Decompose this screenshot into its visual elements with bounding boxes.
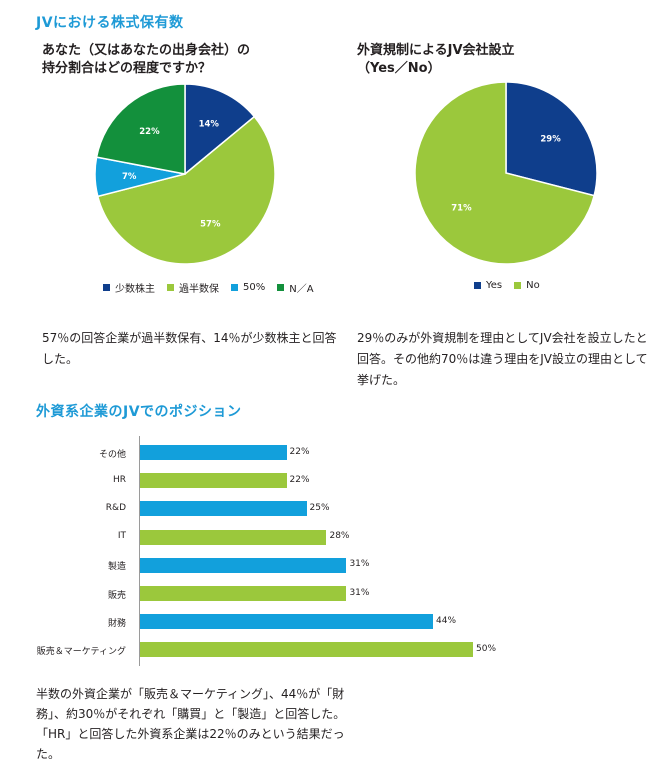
bar-0: [140, 445, 287, 460]
bar-value-label-6: 44%: [436, 615, 457, 626]
legend-item-0: 少数株主: [103, 280, 155, 295]
bar-4: [140, 557, 347, 573]
pie-slice-label-0: 29%: [540, 134, 561, 144]
bar-category-label-7: 販売＆マーケティング: [36, 646, 126, 657]
chart2-question-line1: 外資規制によるJV会社設立: [357, 43, 515, 58]
bar-category-label-5: 販売: [107, 590, 126, 601]
legend-label-1: 過半数保: [179, 284, 219, 295]
pie-slice-1: [96, 115, 276, 265]
legend-item-2: 50%: [231, 282, 265, 293]
legend-swatch-1: [514, 282, 522, 289]
legend-item-0: Yes: [474, 280, 502, 291]
pie-slice-label-3: 22%: [139, 127, 160, 137]
bar-value-label-5: 31%: [349, 587, 370, 598]
chart1-legend: 少数株主 過半数保 50% N／A: [103, 280, 326, 295]
bar-value-label-7: 50%: [476, 643, 497, 654]
pie-chart-foreign-regulation: 29% 71%: [414, 81, 598, 265]
legend-label-2: 50%: [243, 282, 266, 293]
bar-2: [140, 501, 307, 517]
legend-item-1: No: [514, 280, 540, 291]
legend-swatch-0: [103, 284, 110, 291]
bar-value-label-4: 31%: [349, 559, 370, 570]
chart3-description: 半数の外資企業が「販売＆マーケティング」、44％が「財務」、約30％がそれぞれ「…: [36, 687, 346, 761]
bar-category-label-6: 財務: [107, 618, 126, 629]
legend-swatch-1: [167, 284, 174, 291]
bar-category-label-3: IT: [117, 531, 126, 542]
bar-category-label-2: R&D: [105, 502, 126, 513]
chart2-description: 29％のみが外資規制を理由としてJV会社を設立したと回答。その他約70％は違う理…: [357, 331, 648, 387]
chart2-legend: Yes No: [474, 280, 552, 291]
pie-slice-0: [505, 81, 598, 197]
bar-5: [140, 586, 347, 601]
section-title-shareholding: JVにおける株式保有数: [36, 15, 184, 31]
legend-item-3: N／A: [277, 280, 314, 295]
bar-value-label-1: 22%: [289, 474, 310, 485]
bar-value-label-2: 25%: [309, 502, 330, 513]
chart1-question: あなた（又はあなたの出身会社）の 持分割合はどの程度ですか？: [42, 42, 250, 78]
chart2-question: 外資規制によるJV会社設立 （Yes／No）: [357, 42, 515, 78]
pie-slice-label-2: 7%: [122, 172, 137, 182]
bar-3: [140, 529, 327, 545]
bar-7: [140, 642, 473, 658]
pie-slice-label-0: 14%: [199, 120, 220, 130]
legend-swatch-0: [474, 282, 481, 289]
legend-swatch-2: [231, 284, 238, 291]
bar-1: [140, 473, 287, 489]
bar-category-label-0: その他: [98, 449, 126, 460]
chart2-question-line2: （Yes／No）: [357, 61, 441, 76]
pie-slice-0: [184, 83, 256, 176]
bar-category-label-4: 製造: [107, 562, 126, 573]
bar-category-label-1: HR: [112, 474, 126, 485]
section-title-positions: 外資系企業のJVでのポジション: [36, 404, 242, 420]
bar-6: [140, 614, 434, 630]
legend-label-0: Yes: [486, 280, 503, 291]
chart1-question-line1: あなた（又はあなたの出身会社）の: [42, 43, 251, 58]
legend-label-3: N／A: [289, 284, 314, 295]
pie-slice-1: [414, 81, 596, 265]
legend-label-0: 少数株主: [115, 284, 155, 295]
chart1-description: 57％の回答企業が過半数保有、14％が少数株主と回答した。: [42, 331, 337, 366]
legend-swatch-3: [277, 284, 285, 291]
legend-item-1: 過半数保: [167, 280, 219, 295]
bar-chart-axis-line: [139, 436, 140, 666]
pie-slice-label-1: 57%: [200, 220, 221, 230]
chart1-question-line2: 持分割合はどの程度ですか？: [42, 61, 212, 76]
pie-chart-shareholding: 14% 57% 7% 22%: [94, 83, 276, 265]
pie-slice-3: [95, 83, 186, 175]
legend-label-1: No: [526, 280, 540, 291]
bar-value-label-3: 28%: [329, 531, 350, 542]
pie-slice-label-1: 71%: [451, 204, 472, 214]
bar-value-label-0: 22%: [289, 446, 310, 457]
